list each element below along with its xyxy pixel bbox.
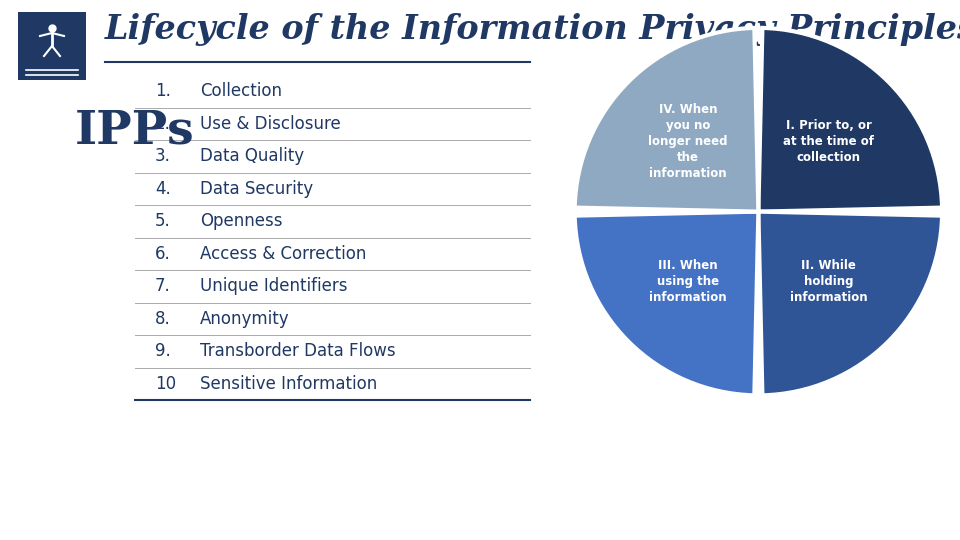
- Text: 7.: 7.: [155, 277, 171, 295]
- Wedge shape: [758, 212, 942, 395]
- Wedge shape: [575, 212, 758, 395]
- Text: I. Prior to, or
at the time of
collection: I. Prior to, or at the time of collectio…: [783, 119, 874, 164]
- Text: IV. When
you no
longer need
the
information: IV. When you no longer need the informat…: [648, 103, 728, 180]
- Text: Sensitive Information: Sensitive Information: [200, 375, 377, 393]
- FancyBboxPatch shape: [18, 12, 86, 80]
- Text: Unique Identifiers: Unique Identifiers: [200, 277, 348, 295]
- Text: 9.: 9.: [155, 342, 171, 360]
- Text: 3.: 3.: [155, 147, 171, 165]
- Text: Use & Disclosure: Use & Disclosure: [200, 115, 341, 133]
- Wedge shape: [575, 28, 758, 212]
- Text: Transborder Data Flows: Transborder Data Flows: [200, 342, 396, 360]
- Text: 1.: 1.: [155, 82, 171, 100]
- Text: 8.: 8.: [155, 310, 171, 328]
- Text: 5.: 5.: [155, 212, 171, 230]
- Text: 2.: 2.: [155, 115, 171, 133]
- Text: 4.: 4.: [155, 180, 171, 198]
- Text: Anonymity: Anonymity: [200, 310, 290, 328]
- Text: Openness: Openness: [200, 212, 282, 230]
- Text: Data Security: Data Security: [200, 180, 313, 198]
- Text: III. When
using the
information: III. When using the information: [649, 259, 727, 304]
- Text: 6.: 6.: [155, 245, 171, 263]
- Text: 10: 10: [155, 375, 176, 393]
- Wedge shape: [758, 28, 942, 212]
- Text: Data Quality: Data Quality: [200, 147, 304, 165]
- Text: Collection: Collection: [200, 82, 282, 100]
- Text: Lifecycle of the Information Privacy Principles: Lifecycle of the Information Privacy Pri…: [105, 14, 960, 46]
- Text: IPPs: IPPs: [75, 107, 195, 153]
- Text: Access & Correction: Access & Correction: [200, 245, 367, 263]
- Text: II. While
holding
information: II. While holding information: [790, 259, 867, 304]
